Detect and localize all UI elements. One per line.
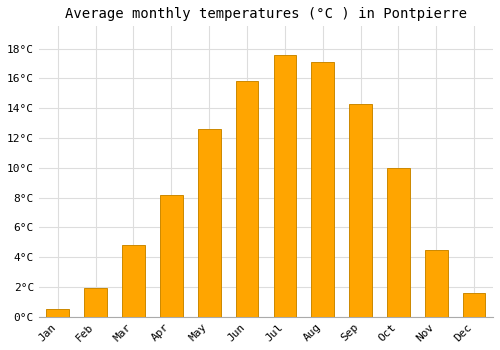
- Bar: [387, 168, 410, 317]
- Bar: [425, 250, 448, 317]
- Bar: [122, 245, 145, 317]
- Bar: [463, 293, 485, 317]
- Bar: [274, 55, 296, 317]
- Bar: [236, 82, 258, 317]
- Bar: [46, 309, 69, 317]
- Bar: [312, 62, 334, 317]
- Bar: [198, 129, 220, 317]
- Bar: [84, 288, 107, 317]
- Title: Average monthly temperatures (°C ) in Pontpierre: Average monthly temperatures (°C ) in Po…: [65, 7, 467, 21]
- Bar: [160, 195, 182, 317]
- Bar: [349, 104, 372, 317]
